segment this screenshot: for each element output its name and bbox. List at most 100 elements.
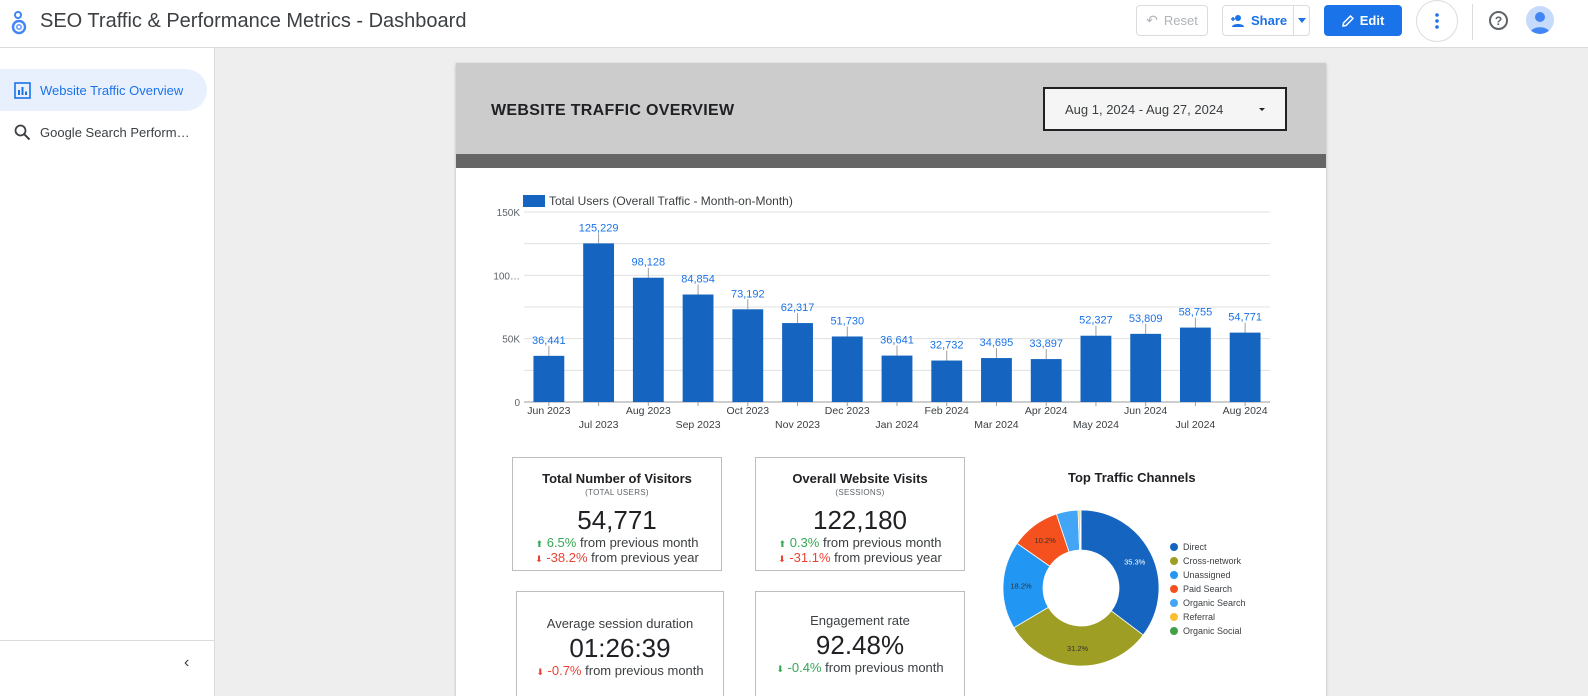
delta-text: from previous month	[579, 535, 699, 550]
delta-value: 6.5%	[546, 535, 577, 550]
scorecard-value: 01:26:39	[569, 633, 671, 663]
data-label: 36,641	[880, 335, 914, 347]
edit-button[interactable]: Edit	[1324, 5, 1402, 36]
bar[interactable]	[1229, 332, 1261, 402]
pencil-icon	[1341, 14, 1354, 27]
sidebar: Website Traffic Overview Google Search P…	[0, 48, 215, 696]
arrow-up-icon: ⬆	[535, 539, 544, 549]
legend-dot	[1170, 599, 1178, 607]
bar[interactable]	[1080, 335, 1112, 402]
reset-label: Reset	[1163, 13, 1198, 28]
x-tick-label: Oct 2023	[726, 405, 769, 417]
pie-legend: Direct Cross-network Unassigned Paid Search…	[1170, 540, 1246, 638]
delta-text: from previous year	[591, 550, 699, 565]
delta-text: from previous month	[585, 663, 704, 678]
pie-slice[interactable]	[1079, 509, 1082, 551]
top-bar: SEO Traffic & Performance Metrics - Dash…	[0, 0, 1588, 48]
help-icon[interactable]: ?	[1489, 11, 1508, 30]
share-dropdown-icon[interactable]	[1298, 18, 1306, 23]
legend-swatch	[523, 195, 545, 207]
top-traffic-channels-donut-chart[interactable]: 35.3% 31.2% 18.2% 10.2%	[996, 503, 1166, 673]
sidebar-item-google-search-performance[interactable]: Google Search Performance	[0, 111, 207, 153]
legend-item[interactable]: Referral	[1170, 610, 1246, 624]
bar[interactable]	[981, 358, 1012, 402]
x-tick-label: Mar 2024	[974, 419, 1019, 431]
delta-value: -0.7%	[547, 663, 582, 678]
sidebar-item-website-traffic-overview[interactable]: Website Traffic Overview	[0, 69, 207, 111]
legend-item[interactable]: Organic Search	[1170, 596, 1246, 610]
page-title: WEBSITE TRAFFIC OVERVIEW	[491, 102, 735, 119]
pie-slice[interactable]	[1080, 509, 1160, 636]
website-visits-scorecard: Overall Website Visits (SESSIONS) 122,18…	[755, 457, 965, 571]
date-range-picker[interactable]: Aug 1, 2024 - Aug 27, 2024	[1043, 87, 1287, 131]
delta-value: -0.4%	[787, 660, 822, 675]
legend-label: Paid Search	[1183, 584, 1233, 594]
data-label: 53,809	[1129, 313, 1163, 325]
legend-label: Referral	[1183, 612, 1216, 622]
collapse-sidebar-icon[interactable]: ‹	[184, 654, 190, 671]
avatar[interactable]	[1526, 6, 1554, 34]
delta-value: 0.3%	[789, 535, 820, 550]
legend-item[interactable]: Paid Search	[1170, 582, 1246, 596]
data-label: 84,854	[681, 274, 715, 286]
bar[interactable]	[1179, 327, 1211, 402]
slice-label: 35.3%	[1124, 557, 1146, 566]
delta-text: from previous year	[834, 550, 942, 565]
data-label: 52,327	[1079, 315, 1113, 327]
share-label: Share	[1251, 13, 1288, 28]
scorecard-subtitle: (SESSIONS)	[835, 488, 885, 497]
x-tick-label: Jun 2024	[1124, 405, 1167, 417]
scorecard-title: Total Number of Visitors	[542, 471, 692, 486]
bar[interactable]	[931, 360, 963, 402]
legend-dot	[1170, 557, 1178, 565]
bar[interactable]	[881, 355, 913, 402]
slice-label: 18.2%	[1010, 582, 1032, 591]
bar[interactable]	[831, 336, 863, 402]
looker-studio-logo-icon	[11, 11, 27, 35]
bar[interactable]	[1030, 359, 1062, 402]
legend-label: Organic Search	[1183, 598, 1246, 608]
scorecard-title: Average session duration	[546, 616, 694, 631]
arrow-up-icon: ⬆	[778, 539, 787, 549]
bar[interactable]	[533, 355, 565, 402]
legend-item[interactable]: Direct	[1170, 540, 1246, 554]
x-tick-label: Dec 2023	[825, 405, 870, 417]
scorecard-title: Engagement rate	[810, 613, 910, 628]
bar[interactable]	[583, 243, 615, 402]
share-divider	[1293, 6, 1294, 35]
x-tick-label: Sep 2023	[676, 419, 721, 431]
share-button[interactable]: Share	[1222, 5, 1310, 36]
legend-label: Total Users (Overall Traffic - Month-on-…	[549, 194, 793, 208]
more-vert-icon	[1435, 13, 1439, 29]
bar[interactable]	[782, 323, 813, 402]
legend-item[interactable]: Organic Social	[1170, 624, 1246, 638]
delta-value: -31.1%	[789, 550, 831, 565]
arrow-down-icon: ⬇	[536, 667, 544, 677]
x-tick-label: May 2024	[1073, 419, 1119, 431]
bar[interactable]	[632, 277, 664, 402]
pie-chart-title: Top Traffic Channels	[1068, 470, 1196, 485]
search-icon	[14, 124, 31, 140]
y-tick-label: 50K	[502, 335, 520, 346]
topbar-separator	[1472, 4, 1473, 40]
legend-label: Organic Social	[1183, 626, 1242, 636]
legend-dot	[1170, 571, 1178, 579]
x-tick-label: Jul 2024	[1176, 419, 1216, 431]
x-tick-label: Aug 2024	[1223, 405, 1268, 417]
legend-label: Cross-network	[1183, 556, 1242, 566]
bar[interactable]	[1130, 333, 1162, 402]
avg-session-duration-scorecard: Average session duration 01:26:39 ⬇ -0.7…	[516, 591, 724, 696]
legend-item[interactable]: Cross-network	[1170, 554, 1246, 568]
delta-text: from previous month	[825, 660, 944, 675]
bar[interactable]	[682, 294, 714, 402]
sidebar-item-label: Google Search Performance	[40, 124, 190, 140]
more-options-button[interactable]	[1416, 0, 1458, 42]
sidebar-divider	[0, 640, 214, 641]
sidebar-item-label: Website Traffic Overview	[40, 82, 184, 98]
pie-slice[interactable]	[1013, 606, 1144, 667]
reset-button[interactable]: ↶ Reset	[1136, 5, 1208, 36]
total-users-bar-chart[interactable]: 0 50K 100… 150K 36,441 125,229 98,128 84,854 73…	[488, 190, 1298, 440]
scorecard-value: 122,180	[813, 505, 907, 535]
legend-item[interactable]: Unassigned	[1170, 568, 1246, 582]
bar[interactable]	[732, 309, 764, 402]
